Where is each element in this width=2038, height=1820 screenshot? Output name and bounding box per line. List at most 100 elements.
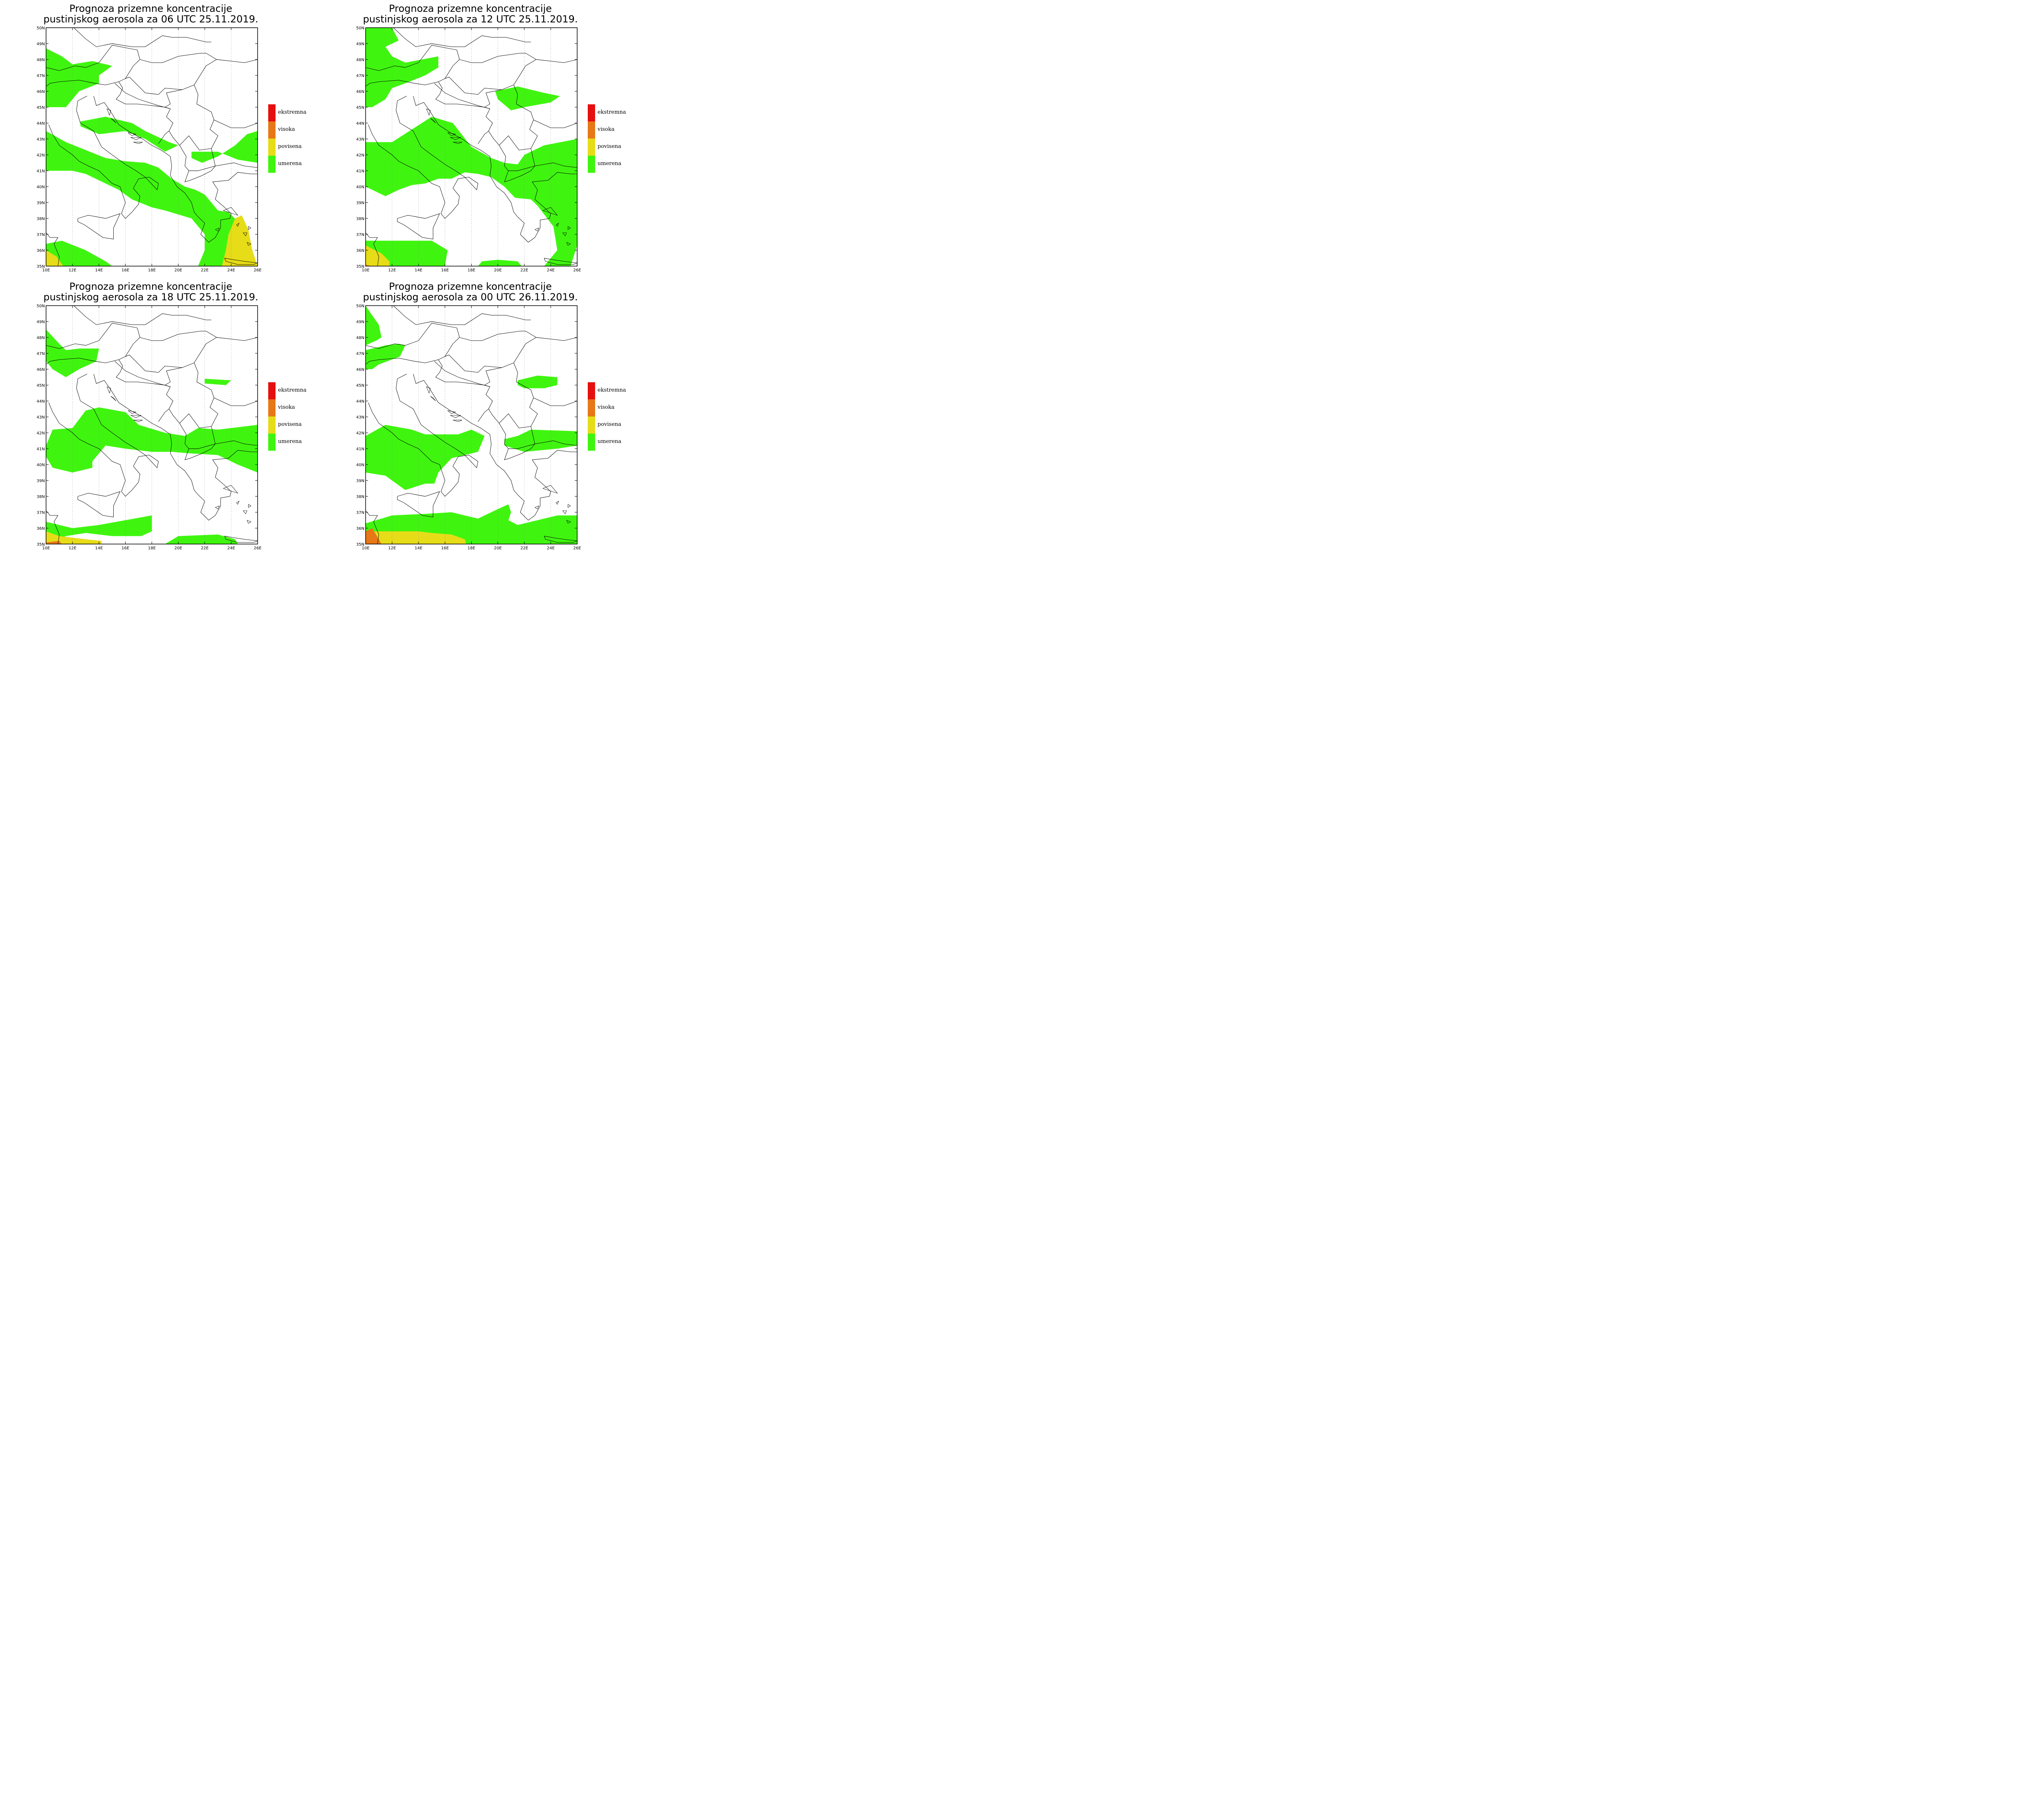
lat-label: 48N [37, 336, 45, 340]
map-frame [365, 305, 578, 544]
coast-line [116, 359, 173, 422]
lon-label: 26E [254, 546, 261, 551]
lat-label: 49N [37, 320, 45, 324]
dust-area [205, 379, 232, 385]
lon-label: 18E [148, 268, 156, 273]
coast-line [46, 510, 60, 544]
lat-label: 41N [37, 447, 45, 452]
legend-swatch [268, 139, 276, 156]
dust-area [46, 250, 64, 266]
dust-area [366, 306, 382, 346]
legend-label: umerena [278, 438, 302, 445]
lon-label: 18E [468, 546, 475, 551]
legend-swatch [588, 139, 595, 156]
lon-label: 24E [227, 268, 235, 273]
coast-line [216, 59, 258, 63]
coast-line [179, 413, 212, 428]
lon-label: 14E [415, 268, 422, 273]
coast-line [536, 59, 577, 63]
panel-title-line1: Prognoza prizemne koncentracije [389, 3, 552, 14]
lat-label: 36N [37, 249, 45, 253]
dust-area [46, 515, 152, 544]
map-06utc: 50N 49N 48N 47N 46N 45N 44N 43N 42N 41N 40N 39N 38N 3… [37, 26, 262, 273]
dust-area [46, 329, 99, 377]
lon-label: 20E [174, 546, 182, 551]
panel-title: Prognoza prizemne koncentracije pustinjs… [320, 281, 621, 302]
legend-swatch [588, 104, 595, 121]
island [223, 485, 238, 494]
dust-area [366, 344, 406, 369]
island [243, 232, 247, 236]
lon-label: 22E [201, 268, 209, 273]
lon-label: 16E [121, 268, 129, 273]
coastlines [46, 28, 258, 266]
lat-label: 49N [356, 320, 364, 324]
lat-label: 37N [37, 511, 45, 515]
dust-area [46, 131, 258, 266]
lat-label: 48N [356, 58, 364, 62]
dust-area [46, 48, 112, 107]
island [223, 207, 238, 216]
lon-label: 24E [547, 268, 555, 273]
coast-line [544, 258, 577, 265]
map-18utc: 50N 49N 48N 47N 46N 45N 44N 43N 42N 41N 40N 39N 38N 3… [37, 304, 262, 551]
lat-label: 39N [356, 201, 364, 205]
island [430, 118, 436, 123]
panel-title-line2: pustinjskog aerosola za 18 UTC 25.11.201… [43, 291, 258, 303]
lat-label: 46N [37, 90, 45, 94]
legend-label: visoka [278, 404, 295, 410]
island [215, 227, 220, 231]
coast-line [533, 119, 577, 128]
lon-label: 26E [254, 268, 261, 273]
coast-line [488, 85, 538, 171]
lon-label: 12E [68, 268, 76, 273]
island [534, 505, 539, 509]
island [452, 142, 462, 144]
island [450, 415, 461, 418]
lat-label: 41N [37, 169, 45, 174]
coast-line [366, 510, 379, 544]
island [567, 226, 571, 230]
panel-title: Prognoza prizemne koncentracije pustinjs… [320, 3, 621, 24]
lat-label: 39N [356, 479, 364, 483]
coast-line [115, 83, 171, 109]
lon-label: 16E [441, 546, 449, 551]
lat-label: 40N [37, 463, 45, 467]
legend-item-ekstremna: ekstremna [588, 104, 653, 121]
lat-label: 44N [356, 399, 364, 404]
lon-label: 12E [388, 546, 396, 551]
legend-label: umerena [598, 438, 622, 445]
legend-item-visoka: visoka [268, 121, 333, 139]
island [243, 510, 247, 514]
lat-label: 47N [37, 74, 45, 78]
legend-label: ekstremna [598, 387, 626, 393]
coast-line [533, 397, 577, 406]
lat-label: 36N [356, 527, 364, 531]
island [106, 108, 111, 116]
legend-item-umerena: umerena [588, 434, 653, 451]
coast-line [368, 374, 479, 497]
coast-line [434, 83, 490, 109]
island [128, 410, 137, 414]
coast-line [77, 491, 121, 518]
lon-label: 20E [494, 546, 502, 551]
dust-area [165, 534, 238, 544]
legend-label: ekstremna [598, 109, 626, 115]
lat-label: 35N [37, 542, 45, 547]
legend-label: povisena [598, 143, 622, 150]
lat-label: 38N [37, 217, 45, 221]
legend-label: visoka [598, 126, 615, 132]
lat-label: 42N [356, 153, 364, 158]
coast-line [445, 53, 537, 95]
coast-line [397, 213, 440, 240]
lon-label: 16E [121, 546, 129, 551]
legend-label: povisena [278, 143, 302, 150]
legend-swatch [268, 382, 276, 399]
legend-swatch [588, 156, 595, 173]
coast-line [504, 444, 535, 460]
panel-title-line2: pustinjskog aerosola za 12 UTC 25.11.201… [363, 13, 578, 25]
coast-line [49, 374, 159, 497]
lat-label: 42N [37, 431, 45, 436]
lat-label: 44N [37, 121, 45, 126]
lat-label: 35N [356, 542, 364, 547]
